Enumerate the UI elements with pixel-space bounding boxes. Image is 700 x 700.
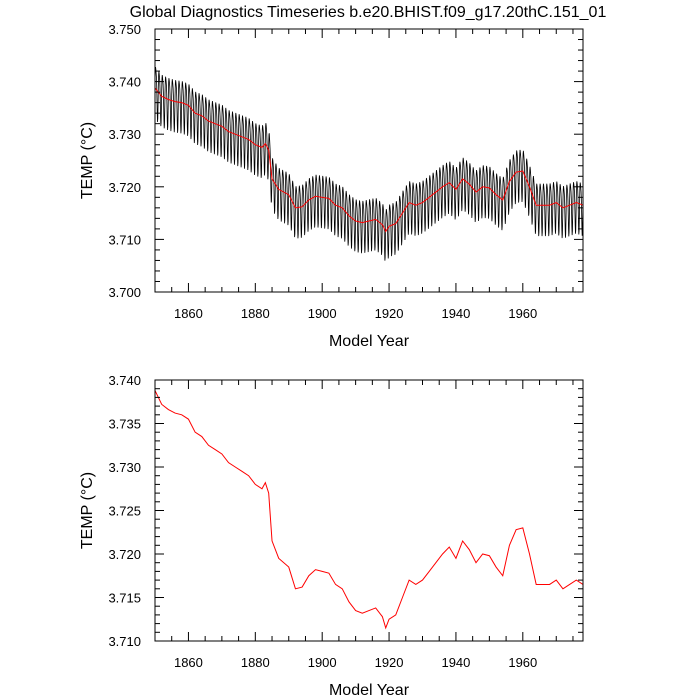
x-tick-label: 1940	[441, 306, 470, 321]
x-tick-label: 1860	[174, 306, 203, 321]
x-tick-label: 1860	[174, 655, 203, 670]
x-tick-label: 1920	[375, 306, 404, 321]
x-tick-label: 1960	[508, 306, 537, 321]
y-tick-label: 3.710	[108, 232, 141, 247]
x-tick-label: 1900	[308, 655, 337, 670]
y-tick-label: 3.720	[108, 180, 141, 195]
top-panel: 1860 1880 1900 1920 1940 1960 3.700 3.710 3.720 3…	[79, 22, 584, 350]
x-axis-label: Model Year	[329, 682, 410, 699]
y-tick-label: 3.730	[108, 460, 141, 475]
plot-frame	[154, 28, 584, 293]
y-tick-label: 3.750	[108, 22, 141, 37]
y-axis-label: TEMP (°C)	[79, 122, 96, 199]
monthly-line-panel-1	[155, 67, 583, 261]
y-tick-label: 3.740	[108, 373, 141, 388]
y-axis-label: TEMP (°C)	[79, 472, 96, 549]
y-tick-label: 3.740	[108, 75, 141, 90]
x-axis-label: Model Year	[329, 333, 410, 350]
y-tick-label: 3.735	[108, 417, 141, 432]
y-tick-label: 3.700	[108, 285, 141, 300]
chart-title: Global Diagnostics Timeseries b.e20.BHIS…	[130, 4, 607, 21]
y-tick-label: 3.715	[108, 591, 141, 606]
y-tick-label: 3.730	[108, 127, 141, 142]
x-tick-label: 1880	[241, 655, 270, 670]
annual-mean-line-panel-2	[155, 390, 583, 630]
bottom-panel: 1860 1880 1900 1920 1940 1960 3.710 3.715 3.720 3…	[79, 373, 584, 699]
x-tick-label: 1900	[308, 306, 337, 321]
x-tick-label: 1920	[375, 655, 404, 670]
x-tick-label: 1940	[441, 655, 470, 670]
y-tick-label: 3.720	[108, 547, 141, 562]
y-tick-label: 3.710	[108, 634, 141, 649]
x-tick-label: 1880	[241, 306, 270, 321]
annual-mean-line-panel-1	[155, 87, 583, 233]
y-tick-label: 3.725	[108, 504, 141, 519]
x-tick-label: 1960	[508, 655, 537, 670]
